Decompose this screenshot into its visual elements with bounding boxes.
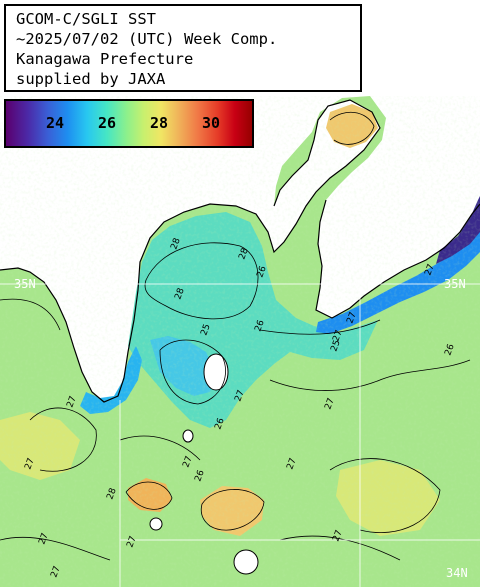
isotherm-label: 26 [255, 265, 268, 279]
isotherm-label: 27 [181, 455, 194, 469]
coastline [0, 99, 480, 403]
island-hatsushima [203, 353, 229, 391]
legend-tick-24: 24 [46, 114, 65, 132]
isotherm-label: 28 [173, 287, 186, 301]
isotherm-lines [0, 112, 471, 561]
title-line-2: ~2025/07/02 (UTC) Week Comp. [16, 30, 278, 48]
isotherm-label: 27 [49, 565, 62, 579]
legend-tick-30: 30 [202, 114, 221, 132]
isotherm-label: 27 [331, 529, 344, 543]
legend-tick-26: 26 [98, 114, 117, 132]
isotherm-label: 27 [65, 395, 78, 409]
isotherm-label: 25 [199, 323, 212, 337]
isotherm-label: 27 [285, 457, 298, 471]
isotherm-label: 25 [329, 339, 342, 353]
island-small-1 [182, 429, 194, 443]
isotherm-label: 27 [323, 397, 336, 411]
isotherm-label: 27 [37, 532, 50, 546]
isotherm-label: 28 [169, 237, 182, 251]
isotherm-label: 27 [23, 457, 36, 471]
title-line-4: supplied by JAXA [16, 70, 166, 88]
island-south [233, 549, 259, 575]
color-legend: 24 26 28 30 [4, 99, 254, 148]
island-small-2 [149, 517, 163, 531]
legend-tick-28: 28 [150, 114, 169, 132]
title-line-3: Kanagawa Prefecture [16, 50, 194, 68]
title-box: GCOM-C/SGLI SST ~2025/07/02 (UTC) Week C… [4, 4, 362, 92]
lat-label-35n-west: 35N [14, 277, 36, 291]
isotherm-label: 27 [125, 535, 138, 549]
isotherm-label: 27 [345, 311, 358, 325]
isotherm-label: 28 [237, 247, 250, 261]
isotherm-label: 27 [331, 329, 344, 343]
isotherm-label: 26 [443, 343, 456, 357]
legend-color-bar [6, 101, 252, 146]
graticule [0, 283, 480, 587]
isotherm-label: 26 [253, 319, 266, 333]
sst-texture [0, 96, 480, 587]
lat-label-35n-east: 35N [444, 277, 466, 291]
lat-label-34n: 34N [446, 566, 468, 580]
isotherm-label: 26 [193, 469, 206, 483]
title-line-1: GCOM-C/SGLI SST [16, 10, 156, 28]
isotherm-label: 27 [423, 263, 436, 277]
isotherm-label: 27 [233, 389, 246, 403]
isotherm-label: 26 [213, 417, 226, 431]
isotherm-label: 28 [105, 487, 118, 501]
